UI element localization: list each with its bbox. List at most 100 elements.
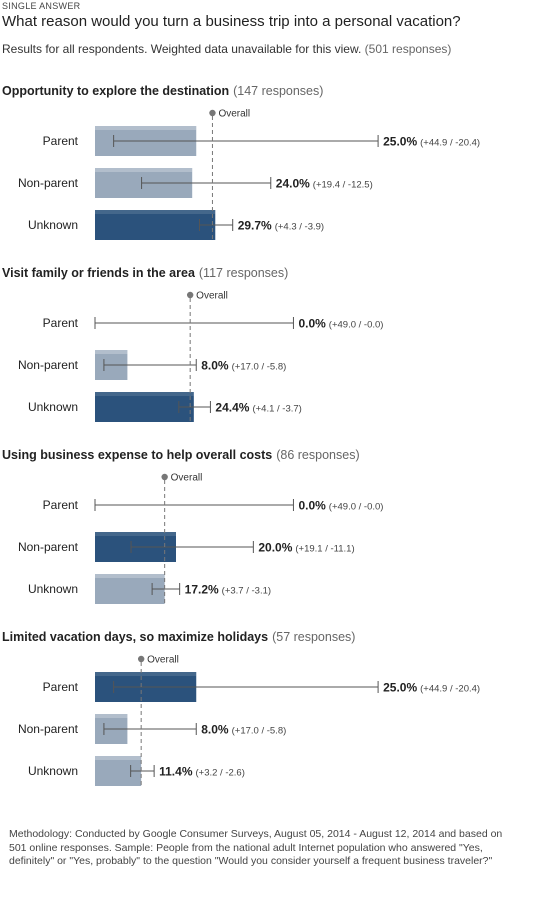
overall-label: Overall [147, 655, 179, 666]
value-percent: 20.0% [258, 541, 292, 555]
value-label: 0.0% (+49.0 / -0.0) [298, 499, 383, 513]
category-label: Non-parent [18, 540, 79, 554]
value-label: 11.4% (+3.2 / -2.6) [159, 765, 245, 779]
results-chart: Opportunity to explore the destination (1… [2, 84, 480, 786]
category-label: Non-parent [18, 358, 79, 372]
question-type-label: SINGLE ANSWER [2, 1, 81, 11]
value-label: 24.4% (+4.1 / -3.7) [215, 401, 301, 415]
total-responses: (501 responses) [364, 42, 452, 56]
methodology-note: Methodology: Conducted by Google Consume… [9, 828, 503, 867]
error-range-label: (+49.0 / -0.0) [329, 320, 384, 331]
category-label: Unknown [28, 764, 78, 778]
category-label: Unknown [28, 218, 78, 232]
overall-label: Overall [196, 291, 228, 302]
bar-highlight [95, 672, 197, 676]
category-label: Non-parent [18, 722, 79, 736]
chart-panel-4: Limited vacation days, so maximize holid… [2, 630, 480, 786]
chart-panel-2: Visit family or friends in the area (117 … [2, 266, 383, 422]
error-range-label: (+17.0 / -5.8) [232, 362, 287, 373]
value-label: 25.0% (+44.9 / -20.4) [383, 681, 480, 695]
overall-marker-dot [137, 655, 145, 663]
error-range-label: (+19.1 / -11.1) [295, 544, 354, 555]
error-range-label: (+44.9 / -20.4) [420, 684, 480, 695]
panel-title: Using business expense to help overall c… [2, 448, 360, 462]
bar-highlight [95, 532, 176, 536]
bar-highlight [95, 714, 128, 718]
panel-title: Visit family or friends in the area (117 … [2, 266, 288, 280]
value-label: 20.0% (+19.1 / -11.1) [258, 541, 354, 555]
value-percent: 0.0% [298, 499, 326, 513]
bar-row: Parent 25.0% (+44.9 / -20.4) [43, 126, 480, 156]
value-percent: 8.0% [201, 723, 229, 737]
value-percent: 0.0% [298, 317, 326, 331]
error-range-label: (+19.4 / -12.5) [313, 180, 373, 191]
bar-highlight [95, 210, 216, 214]
question-title: What reason would you turn a business tr… [2, 13, 461, 30]
panel-response-count: (86 responses) [276, 448, 359, 462]
bar-row: Parent 0.0% (+49.0 / -0.0) [43, 316, 384, 331]
bar-highlight [95, 350, 128, 354]
value-percent: 24.4% [215, 401, 249, 415]
value-percent: 24.0% [276, 177, 310, 191]
bar-highlight [95, 574, 165, 578]
bar-row: Parent 0.0% (+49.0 / -0.0) [43, 498, 384, 513]
bar [95, 392, 194, 422]
panel-response-count: (117 responses) [199, 266, 288, 280]
value-label: 0.0% (+49.0 / -0.0) [298, 317, 383, 331]
error-range-label: (+3.7 / -3.1) [222, 586, 271, 597]
panel-title-text: Limited vacation days, so maximize holid… [2, 630, 268, 644]
category-label: Non-parent [18, 176, 79, 190]
value-percent: 17.2% [185, 583, 219, 597]
bar-row: Non-parent 8.0% (+17.0 / -5.8) [18, 714, 286, 744]
bar-row: Non-parent 20.0% (+19.1 / -11.1) [18, 532, 355, 562]
value-percent: 29.7% [238, 219, 272, 233]
panel-title: Opportunity to explore the destination (1… [2, 84, 323, 98]
value-percent: 8.0% [201, 359, 229, 373]
category-label: Unknown [28, 582, 78, 596]
chart-panel-3: Using business expense to help overall c… [2, 448, 383, 604]
error-range-label: (+4.3 / -3.9) [275, 222, 324, 233]
bar [95, 210, 216, 240]
panel-title: Limited vacation days, so maximize holid… [2, 630, 355, 644]
bar-highlight [95, 126, 197, 130]
bar-row: Non-parent 24.0% (+19.4 / -12.5) [18, 168, 373, 198]
value-percent: 25.0% [383, 681, 417, 695]
category-label: Unknown [28, 400, 78, 414]
error-range-label: (+17.0 / -5.8) [232, 726, 287, 737]
results-subtitle: Results for all respondents. Weighted da… [2, 42, 451, 56]
value-label: 8.0% (+17.0 / -5.8) [201, 723, 286, 737]
overall-label: Overall [171, 473, 203, 484]
value-label: 8.0% (+17.0 / -5.8) [201, 359, 286, 373]
value-label: 29.7% (+4.3 / -3.9) [238, 219, 324, 233]
panel-title-text: Using business expense to help overall c… [2, 448, 272, 462]
panel-response-count: (147 responses) [233, 84, 323, 98]
overall-marker-dot [209, 109, 216, 117]
bar-highlight [95, 392, 194, 396]
error-range-label: (+49.0 / -0.0) [329, 502, 384, 513]
chart-panel-1: Opportunity to explore the destination (1… [2, 84, 480, 240]
overall-marker-dot [186, 291, 194, 299]
bar-row: Unknown 11.4% (+3.2 / -2.6) [28, 756, 245, 786]
error-range-label: (+4.1 / -3.7) [252, 404, 301, 415]
category-label: Parent [43, 680, 79, 694]
error-range-label: (+3.2 / -2.6) [196, 768, 245, 779]
value-percent: 11.4% [159, 765, 193, 779]
category-label: Parent [43, 316, 79, 330]
panel-response-count: (57 responses) [272, 630, 355, 644]
bar-highlight [95, 756, 142, 760]
subtitle-text: Results for all respondents. Weighted da… [2, 42, 362, 56]
value-percent: 25.0% [383, 135, 417, 149]
bar-row: Unknown 17.2% (+3.7 / -3.1) [28, 574, 271, 604]
bar-row: Parent 25.0% (+44.9 / -20.4) [43, 672, 480, 702]
value-label: 17.2% (+3.7 / -3.1) [185, 583, 271, 597]
category-label: Parent [43, 134, 79, 148]
bar-row: Unknown 29.7% (+4.3 / -3.9) [28, 210, 324, 240]
overall-label: Overall [218, 109, 250, 120]
overall-marker-dot [161, 473, 168, 481]
bar-row: Unknown 24.4% (+4.1 / -3.7) [28, 392, 302, 422]
bar-highlight [95, 168, 193, 172]
bar-row: Non-parent 8.0% (+17.0 / -5.8) [18, 350, 286, 380]
value-label: 24.0% (+19.4 / -12.5) [276, 177, 373, 191]
category-label: Parent [43, 498, 79, 512]
panel-title-text: Visit family or friends in the area [2, 266, 196, 280]
